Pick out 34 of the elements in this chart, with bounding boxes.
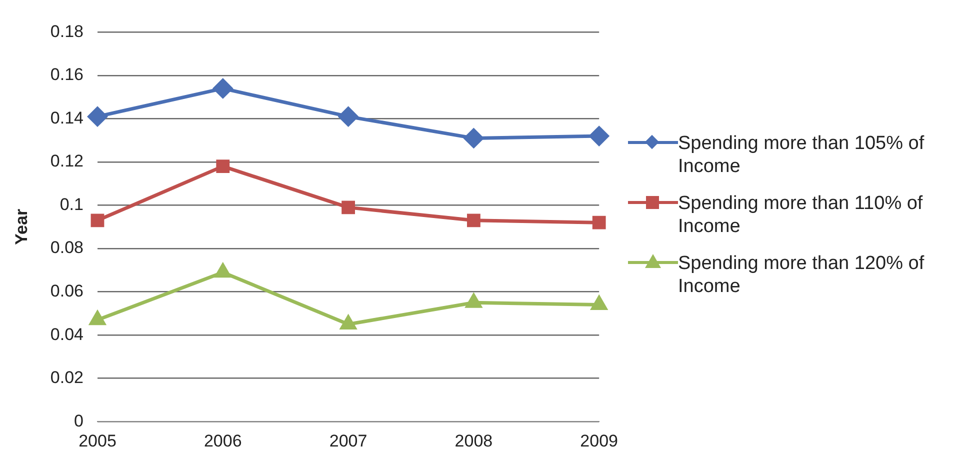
y-tick-label: 0.12 bbox=[50, 152, 84, 171]
x-tick-label: 2005 bbox=[78, 431, 116, 450]
legend-label: Spending more than 120% of Income bbox=[678, 252, 926, 298]
point bbox=[90, 311, 106, 326]
point bbox=[591, 296, 607, 310]
x-tick-label: 2007 bbox=[329, 431, 368, 450]
point bbox=[466, 294, 482, 308]
y-tick-label: 0.06 bbox=[50, 281, 84, 300]
point bbox=[90, 214, 104, 228]
point bbox=[589, 126, 609, 146]
x-tick-label: 2009 bbox=[580, 431, 618, 450]
y-tick-label: 0.16 bbox=[50, 65, 84, 84]
legend-label: Spending more than 105% of Income bbox=[678, 132, 926, 178]
point bbox=[88, 106, 108, 126]
point bbox=[215, 264, 231, 278]
point bbox=[466, 214, 480, 228]
point bbox=[338, 106, 358, 126]
y-tick-label: 0.08 bbox=[50, 238, 84, 258]
y-tick-label: 0.18 bbox=[50, 22, 84, 41]
point bbox=[340, 316, 356, 330]
x-tick-label: 2008 bbox=[454, 431, 493, 450]
y-tick-label: 0.1 bbox=[60, 194, 84, 214]
y-tick-label: 0.14 bbox=[50, 108, 84, 128]
point bbox=[213, 78, 233, 98]
point bbox=[464, 128, 484, 148]
y-tick-label: 0 bbox=[74, 411, 84, 430]
y-tick-label: 0.02 bbox=[50, 368, 84, 388]
point bbox=[342, 200, 355, 214]
point bbox=[592, 216, 606, 230]
y-axis-title: Year bbox=[12, 208, 31, 245]
x-tick-label: 2006 bbox=[204, 431, 242, 450]
legend-label: Spending more than 110% of Income bbox=[678, 192, 924, 238]
y-tick-label: 0.04 bbox=[50, 324, 84, 344]
point bbox=[216, 160, 230, 174]
